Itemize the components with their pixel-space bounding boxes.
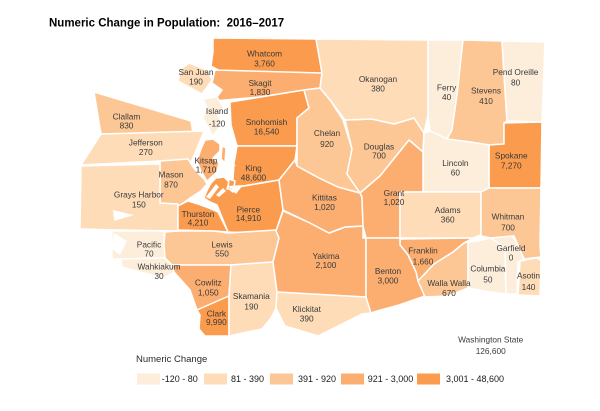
svg-text:Spokane: Spokane [495, 151, 528, 161]
svg-text:Thurston: Thurston [182, 209, 215, 219]
svg-text:870: 870 [164, 180, 178, 190]
svg-text:700: 700 [501, 223, 515, 233]
svg-text:670: 670 [442, 288, 456, 298]
svg-text:Stevens: Stevens [471, 85, 501, 95]
svg-text:60: 60 [451, 167, 461, 177]
svg-text:150: 150 [132, 200, 146, 210]
svg-text:80: 80 [511, 77, 521, 87]
svg-text:190: 190 [244, 302, 258, 312]
svg-text:3,760: 3,760 [254, 59, 275, 69]
svg-text:40: 40 [442, 92, 452, 102]
svg-text:King: King [245, 163, 262, 173]
svg-text:Adams: Adams [435, 205, 461, 215]
svg-text:0: 0 [509, 253, 514, 263]
svg-text:30: 30 [154, 271, 164, 281]
svg-text:Benton: Benton [375, 266, 402, 276]
svg-text:Numeric Change in Population:: Numeric Change in Population: 2016–2017 [49, 18, 284, 30]
svg-text:16,540: 16,540 [254, 127, 280, 137]
svg-text:Wahkiakum: Wahkiakum [137, 261, 180, 271]
svg-text:2,100: 2,100 [316, 260, 337, 270]
svg-text:9,990: 9,990 [206, 317, 227, 327]
svg-text:14,910: 14,910 [236, 213, 262, 223]
svg-text:360: 360 [441, 215, 455, 225]
svg-text:Pend Oreille: Pend Oreille [493, 67, 539, 77]
svg-text:Klickitat: Klickitat [292, 304, 321, 314]
svg-text:380: 380 [371, 84, 385, 94]
svg-text:4,210: 4,210 [188, 218, 209, 228]
svg-text:7,270: 7,270 [501, 161, 522, 171]
svg-text:Kittitas: Kittitas [312, 193, 337, 203]
svg-text:550: 550 [215, 249, 229, 259]
svg-text:270: 270 [139, 147, 153, 157]
svg-text:Pierce: Pierce [237, 205, 261, 215]
svg-text:Cowlitz: Cowlitz [195, 278, 222, 288]
svg-text:1,020: 1,020 [384, 197, 405, 207]
svg-text:Island: Island [206, 106, 229, 116]
svg-text:Grant: Grant [384, 188, 405, 198]
svg-text:410: 410 [479, 96, 493, 106]
svg-text:Whatcom: Whatcom [247, 49, 282, 59]
svg-text:3,000: 3,000 [378, 276, 399, 286]
svg-text:San Juan: San Juan [178, 67, 213, 77]
svg-text:Walla Walla: Walla Walla [427, 278, 471, 288]
svg-text:Whitman: Whitman [492, 212, 525, 222]
svg-text:Yakima: Yakima [312, 251, 339, 261]
svg-text:Lincoln: Lincoln [442, 158, 469, 168]
svg-text:Skagit: Skagit [248, 78, 272, 88]
svg-text:190: 190 [189, 77, 203, 87]
svg-text:Columbia: Columbia [470, 263, 505, 273]
svg-text:390: 390 [300, 313, 314, 323]
svg-text:Asotin: Asotin [517, 271, 540, 281]
svg-text:Okanogan: Okanogan [359, 74, 398, 84]
svg-text:1,050: 1,050 [198, 288, 219, 298]
svg-text:Lewis: Lewis [211, 240, 232, 250]
svg-text:700: 700 [372, 151, 386, 161]
svg-text:-120 - 80: -120 - 80 [162, 374, 198, 384]
svg-text:Pacific: Pacific [137, 240, 161, 250]
svg-text:Chelan: Chelan [314, 128, 341, 138]
svg-text:391 - 920: 391 - 920 [298, 374, 336, 384]
svg-text:Skamania: Skamania [233, 291, 270, 301]
svg-text:Franklin: Franklin [408, 246, 438, 256]
svg-text:48,600: 48,600 [241, 173, 267, 183]
svg-text:1,660: 1,660 [413, 257, 434, 267]
svg-text:50: 50 [483, 275, 493, 285]
svg-text:Clark: Clark [207, 308, 227, 318]
svg-text:Ferry: Ferry [437, 83, 457, 93]
svg-text:Washington State: Washington State [458, 335, 524, 345]
svg-text:Numeric Change: Numeric Change [136, 354, 207, 365]
svg-text:Douglas: Douglas [364, 141, 394, 151]
svg-text:1,020: 1,020 [314, 202, 335, 212]
svg-text:3,001 - 48,600: 3,001 - 48,600 [446, 374, 504, 384]
svg-text:920: 920 [320, 139, 334, 149]
svg-text:Kitsap: Kitsap [194, 156, 217, 166]
svg-text:830: 830 [120, 121, 134, 131]
svg-text:1,710: 1,710 [196, 165, 217, 175]
svg-text:Garfield: Garfield [496, 243, 525, 253]
svg-text:Grays Harbor: Grays Harbor [114, 190, 164, 200]
svg-text:Snohomish: Snohomish [246, 117, 288, 127]
svg-text:Clallam: Clallam [113, 112, 141, 122]
svg-text:81 - 390: 81 - 390 [231, 374, 264, 384]
svg-text:1,830: 1,830 [250, 87, 271, 97]
svg-text:-120: -120 [209, 119, 226, 129]
svg-text:Mason: Mason [159, 170, 184, 180]
svg-text:140: 140 [522, 282, 536, 292]
svg-text:Jefferson: Jefferson [129, 137, 163, 147]
svg-text:70: 70 [144, 249, 154, 259]
svg-text:126,600: 126,600 [476, 346, 506, 356]
svg-text:921 - 3,000: 921 - 3,000 [368, 374, 414, 384]
